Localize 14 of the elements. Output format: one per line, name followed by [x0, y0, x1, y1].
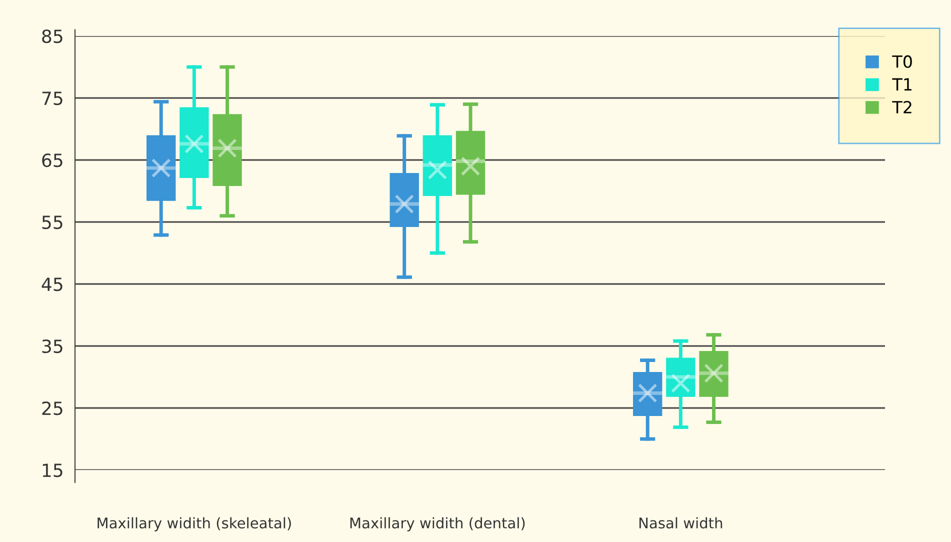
y-tick-label: 65	[42, 153, 62, 168]
y-tick-label: 75	[42, 92, 62, 106]
y-tick-label: 85	[42, 29, 62, 44]
x-tick-label: Nasal width	[639, 517, 722, 529]
x-tick-label: Maxillary widith (skeleatal)	[98, 517, 291, 532]
y-tick-label: 45	[42, 278, 62, 292]
y-tick-label: 55	[42, 216, 62, 230]
y-tick-label: 15	[42, 464, 62, 478]
legend-label: T1	[892, 78, 912, 90]
legend-label: T2	[892, 100, 912, 114]
x-tick-label: Maxillary widith (dental)	[350, 517, 525, 532]
legend-label: T0	[892, 55, 912, 68]
y-tick-label: 35	[42, 339, 62, 354]
y-tick-label: 25	[42, 401, 62, 416]
